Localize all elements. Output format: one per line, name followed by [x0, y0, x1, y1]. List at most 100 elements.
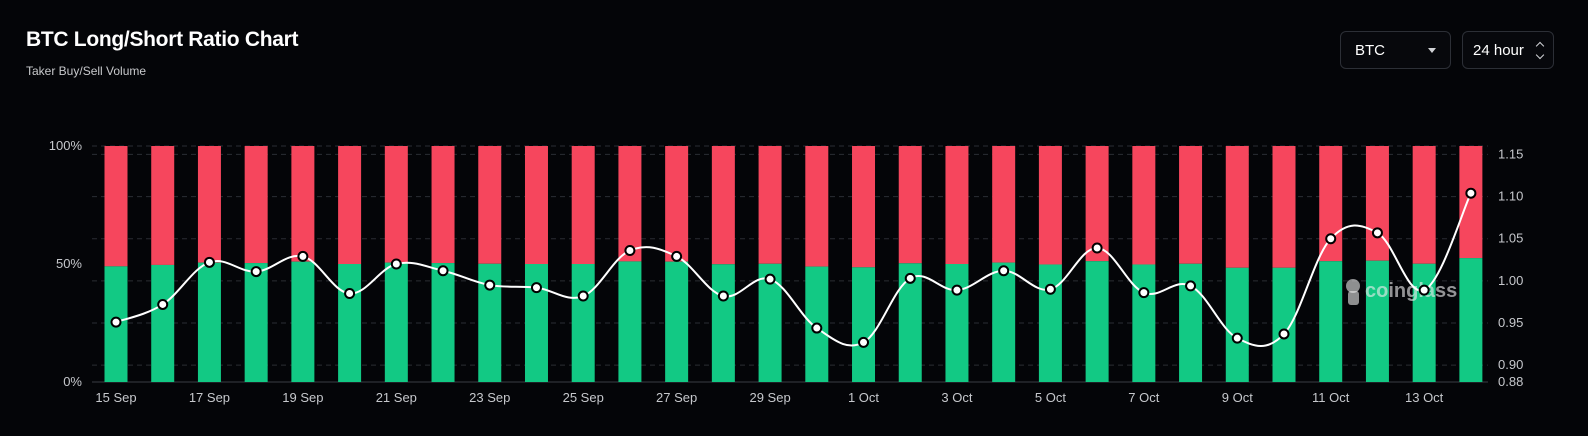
- long-bar: [431, 263, 455, 382]
- ratio-point: [1185, 280, 1197, 292]
- ratio-point: [344, 288, 356, 299]
- x-tick-label: 9 Oct: [1222, 390, 1253, 405]
- long-bar: [898, 263, 922, 382]
- long-bar: [665, 261, 689, 382]
- chart-title: BTC Long/Short Ratio Chart: [26, 28, 299, 51]
- y-right-tick-label: 0.90: [1498, 357, 1523, 372]
- y-left-tick-label: 50%: [56, 256, 82, 271]
- y-left-tick-label: 0%: [63, 374, 82, 389]
- long-bar: [1038, 264, 1062, 382]
- x-tick-label: 3 Oct: [941, 390, 972, 405]
- short-bar: [852, 146, 876, 268]
- short-bar: [1085, 146, 1109, 262]
- long-bar: [291, 261, 315, 382]
- x-tick-label: 23 Sep: [469, 390, 510, 405]
- ratio-point: [951, 284, 963, 296]
- y-right-tick-label: 1.05: [1498, 231, 1523, 246]
- short-bar: [431, 146, 455, 264]
- time-range-select[interactable]: 24 hour: [1462, 31, 1554, 69]
- x-tick-label: 19 Sep: [282, 390, 323, 405]
- x-tick-label: 5 Oct: [1035, 390, 1066, 405]
- ratio-point: [1138, 287, 1150, 299]
- ratio-point: [437, 265, 449, 277]
- long-bar: [1225, 267, 1249, 382]
- long-bar: [151, 264, 175, 382]
- long-bar: [244, 263, 268, 382]
- ratio-point: [157, 298, 169, 310]
- short-bar: [478, 146, 502, 264]
- long-bar: [571, 264, 595, 382]
- ratio-point: [203, 256, 215, 268]
- long-bar: [478, 263, 502, 382]
- caret-down-icon: [1428, 47, 1436, 53]
- ratio-point: [250, 266, 262, 278]
- ratio-point: [297, 250, 309, 262]
- short-bar: [945, 146, 969, 264]
- short-bar: [384, 146, 408, 263]
- short-bar: [197, 146, 221, 263]
- short-bar: [711, 146, 735, 265]
- long-bar: [1179, 263, 1203, 382]
- ratio-point: [998, 265, 1010, 277]
- ratio-point: [717, 290, 729, 302]
- ratio-point: [484, 279, 496, 291]
- ratio-point: [858, 336, 870, 348]
- short-bar: [1459, 146, 1483, 259]
- ratio-point: [811, 322, 823, 334]
- short-bar: [1179, 146, 1203, 264]
- long-bar: [1085, 261, 1109, 382]
- ratio-point: [904, 272, 916, 284]
- ratio-point: [577, 290, 589, 302]
- y-right-tick-label: 0.95: [1498, 315, 1523, 330]
- short-bar: [1225, 146, 1249, 268]
- long-bar: [524, 264, 548, 382]
- short-bar: [151, 146, 175, 265]
- ratio-point: [1371, 227, 1383, 239]
- long-bar: [852, 267, 876, 382]
- time-range-value: 24 hour: [1473, 41, 1524, 59]
- y-right-tick-label: 1.00: [1498, 273, 1523, 288]
- short-bar: [618, 146, 642, 262]
- y-right-tick-label: 1.10: [1498, 189, 1523, 204]
- x-tick-label: 1 Oct: [848, 390, 879, 405]
- x-tick-label: 25 Sep: [563, 390, 604, 405]
- ratio-point: [764, 273, 776, 285]
- chart-subtitle: Taker Buy/Sell Volume: [26, 64, 147, 78]
- long-bar: [618, 261, 642, 382]
- long-bar: [197, 262, 221, 382]
- long-bar: [1132, 264, 1156, 382]
- x-tick-label: 7 Oct: [1128, 390, 1159, 405]
- long-bar: [1365, 260, 1389, 382]
- x-tick-label: 21 Sep: [376, 390, 417, 405]
- ratio-point: [1091, 242, 1103, 254]
- ratio-point: [1418, 284, 1430, 296]
- long-bar: [992, 262, 1016, 382]
- x-tick-label: 13 Oct: [1405, 390, 1444, 405]
- short-bar: [898, 146, 922, 264]
- ratio-point: [1278, 328, 1290, 340]
- short-bar: [104, 146, 128, 267]
- ratio-point: [1044, 283, 1056, 295]
- short-bar: [571, 146, 595, 264]
- long-bar: [1412, 263, 1436, 382]
- y-right-tick-label: 0.88: [1498, 374, 1523, 389]
- long-bar: [1459, 258, 1483, 382]
- short-bar: [665, 146, 689, 262]
- short-bar: [1365, 146, 1389, 261]
- short-bar: [524, 146, 548, 264]
- short-bar: [1132, 146, 1156, 265]
- ratio-point: [624, 245, 636, 257]
- long-bar: [338, 264, 362, 382]
- watermark-text: coinglass: [1365, 280, 1457, 302]
- coinglass-logo-icon: [1346, 279, 1360, 305]
- ratio-point: [671, 250, 683, 262]
- ratio-point: [110, 316, 122, 328]
- ratio-point: [390, 258, 402, 270]
- x-tick-label: 29 Sep: [749, 390, 790, 405]
- coin-select-value: BTC: [1355, 41, 1385, 59]
- ratio-point: [530, 282, 542, 294]
- coin-select[interactable]: BTC: [1340, 31, 1451, 69]
- x-tick-label: 17 Sep: [189, 390, 230, 405]
- long-bar: [758, 263, 782, 382]
